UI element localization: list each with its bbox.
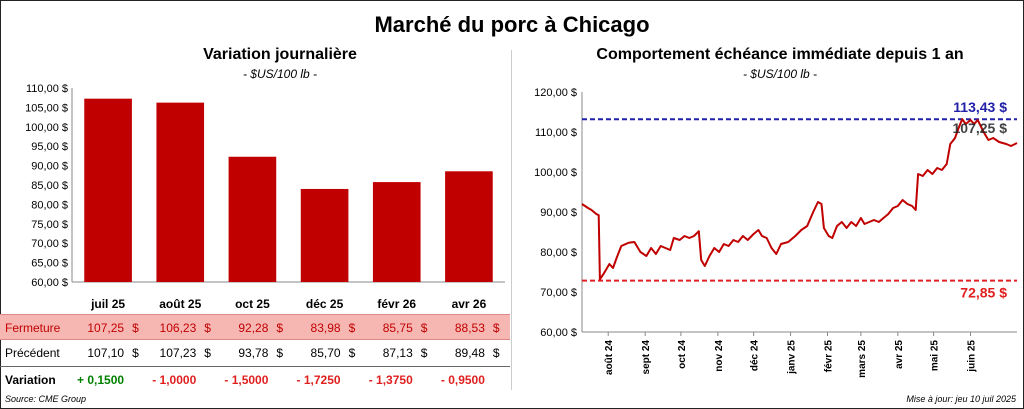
table-cell: - 0,9500 [440,373,485,387]
bar [445,171,493,282]
x-tick-label: mai 25 [930,340,941,372]
page-title: Marché du porc à Chicago [374,12,650,37]
table-cell: 83,98 [310,321,341,335]
series-line [581,118,1018,281]
y-tick-label: 95,00 $ [31,141,68,153]
table-cell: 88,53 [454,321,485,335]
y-tick-label: 110,00 $ [535,127,577,139]
currency-symbol: $ [204,346,211,360]
source-note: Source: CME Group [5,394,87,404]
table-cell: 93,78 [238,346,269,360]
y-tick-label: 75,00 $ [31,219,68,231]
y-tick-label: 100,00 $ [534,167,577,179]
y-tick-label: 100,00 $ [25,122,68,134]
currency-symbol: $ [132,321,139,335]
row-label: Précédent [5,346,60,360]
currency-symbol: $ [276,321,284,335]
table-cell: 85,70 [310,346,341,360]
x-tick-label: août 25 [159,297,201,311]
currency-symbol: $ [348,346,356,360]
bar-chart-subtitle: - $US/100 lb - [242,67,318,81]
x-tick-label: déc 24 [750,340,761,372]
line-chart: 60,00 $ 70,00 $ 80,00 $ 90,00 $ 100,00 $ 110,… [534,87,1018,378]
currency-symbol: $ [492,321,500,335]
line-chart-title: Comportement échéance immédiate depuis 1… [596,46,964,63]
x-tick-label: avr 25 [894,340,905,369]
y-tick-label: 90,00 $ [31,161,68,173]
y-tick-label: 120,00 $ [534,87,577,99]
row-label: Fermeture [5,321,61,335]
x-tick-label: oct 24 [677,340,688,369]
x-tick-label: déc 25 [306,297,344,311]
line-chart-subtitle: - $US/100 lb - [742,67,818,81]
updated-note: Mise à jour: jeu 10 juil 2025 [906,394,1016,404]
currency-symbol: $ [420,346,428,360]
bar-chart: 60,00 $ 65,00 $ 70,00 $ 75,00 $ 80,00 $ 85,00… [25,83,505,311]
y-tick-label: 60,00 $ [31,277,68,289]
x-tick-label: sept 24 [641,340,652,375]
bar [300,188,349,282]
x-tick-label: juin 25 [967,340,978,373]
currency-symbol: $ [132,346,139,360]
high-label: 113,43 $ [953,99,1007,115]
table-row-close: Fermeture 107,25 $106,23 $92,28 $83,98 $85,7… [0,314,510,340]
y-tick-label: 90,00 $ [540,207,577,219]
x-tick-label: oct 25 [235,297,270,311]
divider [511,50,512,390]
bar [228,156,277,282]
low-label: 72,85 $ [960,285,1007,301]
x-tick-label: août 24 [604,340,615,375]
currency-symbol: $ [492,346,500,360]
y-tick-label: 85,00 $ [31,180,68,192]
bar [156,102,205,283]
table-cell: 106,23 [159,321,197,335]
table-row-previous: Précédent 107,10 $107,23 $93,78 $85,70 $87,1… [0,340,510,366]
y-tick-label: 70,00 $ [540,287,577,299]
currency-symbol: $ [348,321,356,335]
x-tick-label: juil 25 [90,297,125,311]
y-tick-label: 70,00 $ [31,238,68,250]
table-cell: - 1,0000 [152,373,197,387]
y-tick-label: 65,00 $ [31,258,68,270]
y-tick-label: 60,00 $ [540,327,577,339]
y-tick-label: 80,00 $ [31,199,68,211]
y-tick-label: 105,00 $ [25,102,68,114]
currency-symbol: $ [276,346,284,360]
row-label: Variation [5,373,56,387]
x-tick-label: mars 25 [857,340,868,378]
x-tick-label: janv 25 [787,340,798,375]
table-cell: - 1,3750 [368,373,413,387]
bar [84,98,132,282]
x-tick-label: nov 24 [714,340,725,372]
x-tick-label: févr 25 [824,340,835,373]
table-cell: 89,48 [454,346,485,360]
table-cell: 107,10 [87,346,125,360]
table-row-variation: Variation + 0,1500 - 1,0000 - 1,5000 - 1,72… [0,366,510,392]
table-cell: 107,25 [87,321,125,335]
table-cell: 92,28 [238,321,269,335]
table-cell: 87,13 [382,346,413,360]
last-value-label: 107,25 $ [953,120,1008,136]
bar [372,182,421,282]
currency-symbol: $ [204,321,211,335]
table-cell: - 1,5000 [224,373,269,387]
table-cell: + 0,1500 [77,373,125,387]
x-tick-label: févr 26 [377,297,416,311]
bar-chart-title: Variation journalière [203,46,357,63]
y-tick-label: 80,00 $ [540,247,577,259]
y-tick-label: 110,00 $ [26,83,68,95]
currency-symbol: $ [420,321,428,335]
table-cell: 85,75 [382,321,413,335]
table-cell: 107,23 [159,346,197,360]
x-tick-label: avr 26 [452,297,487,311]
table-cell: - 1,7250 [296,373,341,387]
